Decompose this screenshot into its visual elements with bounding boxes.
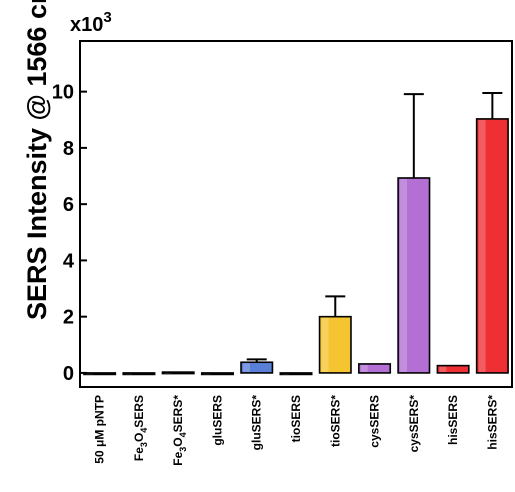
bar-group (318, 295, 352, 374)
bar (161, 371, 195, 375)
x-category-label: tioSERS (289, 395, 303, 442)
x-category-label: hisSERS* (485, 395, 499, 450)
bar-group (161, 371, 195, 375)
x-category-label: Fe3O4SERS (132, 395, 149, 461)
bar-group (83, 372, 117, 376)
x-category-label-part: SERS* (171, 395, 185, 433)
y-axis-label: SERS Intensity @ 1566 cm-1 (20, 0, 52, 320)
bar-highlight (282, 373, 290, 375)
y-axis-multiplier-exponent: 3 (103, 9, 111, 26)
bar (358, 363, 392, 374)
x-category-label: cysSERS (368, 395, 382, 448)
x-category-label: cysSERS* (407, 395, 421, 453)
bar (436, 364, 470, 374)
x-category-label-part: Fe (171, 451, 185, 465)
y-tick-label: 2 (63, 307, 74, 329)
bar (318, 315, 352, 374)
y-axis-ticks: 0 2 4 6 8 10 (52, 82, 87, 385)
bar (240, 361, 274, 374)
y-axis-multiplier: x103 (70, 9, 112, 36)
x-category-label: hisSERS (446, 395, 460, 445)
y-tick-label: 10 (52, 82, 74, 104)
bar-highlight (321, 317, 329, 372)
bar-group (122, 372, 156, 376)
x-category-label-part: O (132, 433, 146, 442)
bar-highlight (85, 373, 93, 375)
bar (475, 118, 509, 374)
y-axis-label-main: SERS Intensity @ 1566 cm (22, 0, 52, 320)
x-category-label: Fe3O4SERS* (171, 395, 188, 466)
x-category-label-part: 3 (178, 447, 188, 452)
bar-highlight (164, 373, 172, 374)
bar-highlight (243, 363, 250, 372)
x-category-label-part: 4 (139, 428, 149, 433)
bar-highlight (439, 366, 447, 372)
y-tick-label: 8 (63, 138, 74, 160)
y-tick-label: 4 (63, 250, 75, 272)
bar-group (475, 92, 509, 374)
bar-group (397, 93, 431, 374)
plot-frame (79, 40, 513, 388)
bar-group (279, 372, 313, 376)
x-category-label-part: 3 (139, 442, 149, 447)
x-category-label-part: O (171, 437, 185, 446)
bar (122, 372, 156, 376)
x-category-label: tioSERS* (328, 395, 342, 447)
x-category-label: gluSERS* (250, 395, 264, 451)
bar (200, 372, 234, 376)
x-category-label-part: 4 (178, 432, 188, 437)
bar-group (240, 358, 274, 374)
bar-group (436, 364, 470, 374)
bar (397, 177, 431, 374)
y-axis-multiplier-base: x10 (70, 14, 103, 36)
bar-group (200, 372, 234, 376)
x-category-label-part: Fe (132, 447, 146, 461)
x-category-label: 50 μM pNTP (93, 395, 107, 464)
bar-highlight (478, 119, 486, 372)
x-category-label: gluSERS (210, 395, 224, 446)
bar-highlight (360, 364, 368, 372)
y-tick-label: 0 (63, 363, 74, 385)
bar-highlight (400, 178, 408, 372)
bars-layer (83, 92, 509, 376)
y-tick-label: 6 (63, 194, 74, 216)
bar-group (358, 363, 392, 374)
x-category-label-part: SERS (132, 395, 146, 428)
bar (279, 372, 313, 376)
bar-highlight (203, 373, 211, 375)
bar-highlight (125, 373, 133, 375)
